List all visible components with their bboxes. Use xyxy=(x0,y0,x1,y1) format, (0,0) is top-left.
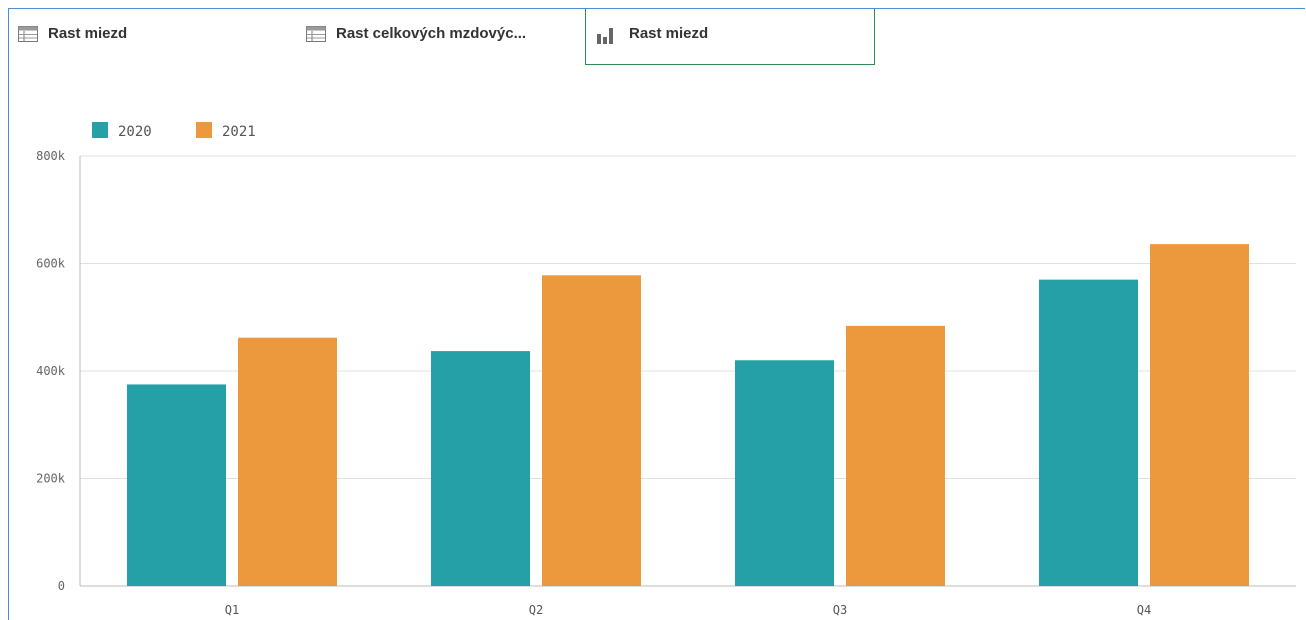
legend-swatch[interactable] xyxy=(196,122,212,138)
tab-rast-miezd-chart[interactable]: Rast miezd xyxy=(585,9,875,65)
sheet-frame xyxy=(8,8,1305,620)
bar-2021-q3[interactable] xyxy=(846,325,945,586)
y-tick-label: 200k xyxy=(36,472,66,486)
legend-swatch[interactable] xyxy=(92,122,108,138)
bar-2020-q1[interactable] xyxy=(127,384,226,586)
tab-rast-miezd-table[interactable]: Rast miezd xyxy=(18,9,288,65)
y-tick-label: 0 xyxy=(58,579,65,593)
bar-2020-q3[interactable] xyxy=(735,360,834,586)
x-tick-label: Q3 xyxy=(833,603,847,617)
tab-rast-celkovych-mzdovych[interactable]: Rast celkových mzdovýc... xyxy=(306,9,576,65)
x-tick-label: Q2 xyxy=(529,603,543,617)
legend-label[interactable]: 2020 xyxy=(118,124,152,140)
x-tick-label: Q4 xyxy=(1137,603,1151,617)
legend-label[interactable]: 2021 xyxy=(222,124,256,140)
table-icon xyxy=(306,26,326,46)
bar-2020-q2[interactable] xyxy=(431,351,530,586)
y-tick-label: 800k xyxy=(36,149,66,163)
bar-2021-q2[interactable] xyxy=(542,275,641,586)
x-tick-label: Q1 xyxy=(225,603,239,617)
bar-2021-q1[interactable] xyxy=(238,337,337,586)
bar-chart-icon xyxy=(597,26,619,48)
bar-2021-q4[interactable] xyxy=(1150,244,1249,586)
y-tick-label: 400k xyxy=(36,364,66,378)
y-tick-label: 600k xyxy=(36,257,66,271)
table-icon xyxy=(18,26,38,46)
bar-2020-q4[interactable] xyxy=(1039,279,1138,586)
